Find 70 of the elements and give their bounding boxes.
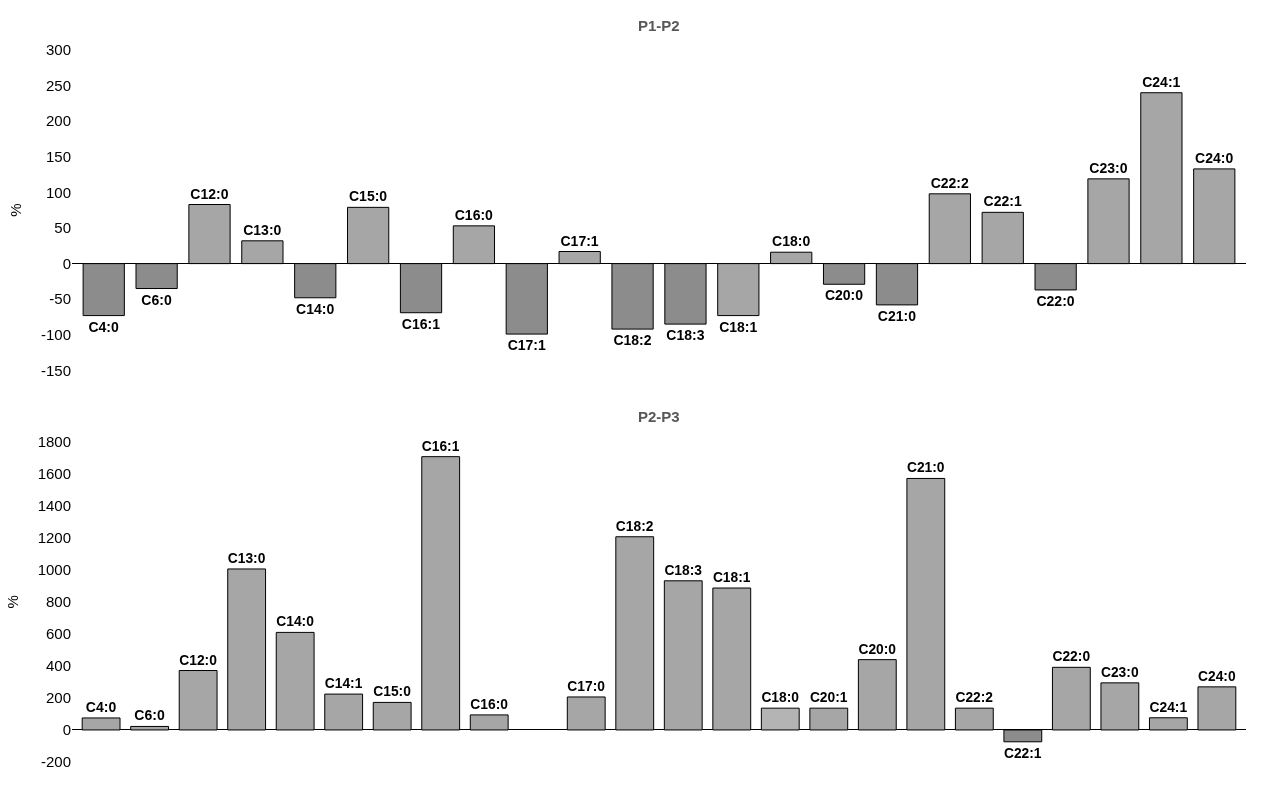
y-tick-label: -50 <box>49 290 71 308</box>
category-label: C22:1 <box>983 193 1022 210</box>
category-label: C18:1 <box>719 318 758 335</box>
category-label: C24:1 <box>1142 73 1181 90</box>
category-label: C14:1 <box>324 675 363 692</box>
category-label: C22:0 <box>1052 648 1091 665</box>
y-tick-label: 1200 <box>37 528 71 546</box>
y-tick-label: 50 <box>54 219 71 237</box>
category-label: C12:0 <box>190 185 229 202</box>
category-label: C24:0 <box>1195 149 1234 166</box>
y-tick-label: 1000 <box>37 561 71 579</box>
y-tick-label: 200 <box>45 112 71 130</box>
category-label: C22:1 <box>1003 744 1042 761</box>
category-label: C13:0 <box>243 221 282 238</box>
category-label: C15:0 <box>373 683 411 700</box>
category-label: C16:1 <box>421 437 460 454</box>
y-tick-label: 1600 <box>37 464 71 482</box>
category-label: C20:0 <box>858 640 896 657</box>
category-label: C16:0 <box>454 206 493 223</box>
category-label: C18:3 <box>664 561 702 578</box>
y-tick-label: 1400 <box>37 496 71 514</box>
category-label: C4:0 <box>88 318 119 335</box>
category-label: C15:0 <box>348 188 388 205</box>
y-tick-label: 400 <box>45 657 71 675</box>
category-label: C18:0 <box>772 233 811 250</box>
category-label: C20:1 <box>809 689 848 706</box>
category-label: C17:0 <box>567 678 605 694</box>
category-label: C23:0 <box>1100 663 1139 680</box>
category-label: C21:0 <box>906 459 945 476</box>
y-tick-label: 250 <box>45 76 71 94</box>
y-tick-label: 300 <box>45 41 71 59</box>
y-tick-label: 200 <box>45 689 71 707</box>
category-label: C18:3 <box>666 327 705 344</box>
category-label: C16:0 <box>470 695 508 712</box>
category-label: C14:0 <box>276 613 314 630</box>
category-label: C22:0 <box>1036 292 1075 309</box>
category-label: C23:0 <box>1089 159 1128 176</box>
category-label: C6:0 <box>141 291 172 308</box>
category-label: C20:0 <box>824 287 864 304</box>
category-label: C6:0 <box>134 707 165 724</box>
category-label: C18:0 <box>761 689 799 706</box>
y-tick-label: 1800 <box>37 432 71 450</box>
category-label: C18:2 <box>615 517 654 534</box>
y-tick-label: 0 <box>62 721 71 739</box>
y-tick-label: 100 <box>45 183 71 201</box>
y-tick-label: -100 <box>40 326 71 344</box>
category-label: C4:0 <box>85 698 117 715</box>
category-label: C21:0 <box>877 307 916 324</box>
y-tick-label: 800 <box>45 593 71 611</box>
y-tick-label: -150 <box>40 361 71 379</box>
category-label: C17:1 <box>560 232 599 249</box>
category-label: C22:2 <box>955 689 994 706</box>
chart-title: P1-P2 <box>638 17 680 34</box>
y-axis-title: % <box>3 595 21 609</box>
category-label: C16:1 <box>401 315 440 332</box>
category-label: C13:0 <box>227 550 266 566</box>
category-label: C18:1 <box>712 569 751 586</box>
category-label: C22:2 <box>930 174 969 191</box>
chart-title: P2-P3 <box>638 408 680 425</box>
category-label: C14:0 <box>296 300 335 317</box>
y-tick-label: 0 <box>62 254 71 272</box>
y-tick-label: 600 <box>45 625 71 643</box>
category-label: C24:1 <box>1149 698 1188 715</box>
category-label: C24:0 <box>1198 667 1236 684</box>
y-axis-title: % <box>7 203 25 217</box>
y-tick-label: 150 <box>45 148 71 166</box>
y-tick-label: -200 <box>40 753 71 771</box>
category-label: C12:0 <box>179 651 217 668</box>
category-label: C17:1 <box>507 337 546 354</box>
category-label: C18:2 <box>613 332 652 349</box>
